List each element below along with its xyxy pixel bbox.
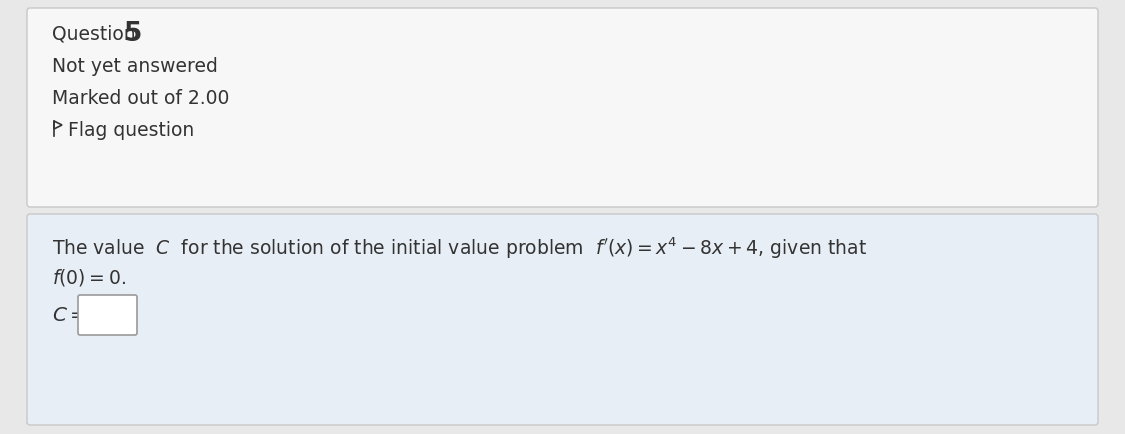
FancyBboxPatch shape <box>27 9 1098 207</box>
FancyBboxPatch shape <box>27 214 1098 425</box>
Text: Not yet answered: Not yet answered <box>52 56 218 76</box>
Text: The value  $\mathit{C}$  for the solution of the initial value problem  $f'(x) =: The value $\mathit{C}$ for the solution … <box>52 235 867 260</box>
Text: $C=$: $C=$ <box>52 306 87 325</box>
Text: Flag question: Flag question <box>68 120 195 139</box>
Text: $f(0) = 0.$: $f(0) = 0.$ <box>52 267 126 288</box>
FancyBboxPatch shape <box>78 295 137 335</box>
Text: Marked out of 2.00: Marked out of 2.00 <box>52 88 229 107</box>
Text: Question: Question <box>52 24 142 43</box>
Text: 5: 5 <box>124 21 143 47</box>
